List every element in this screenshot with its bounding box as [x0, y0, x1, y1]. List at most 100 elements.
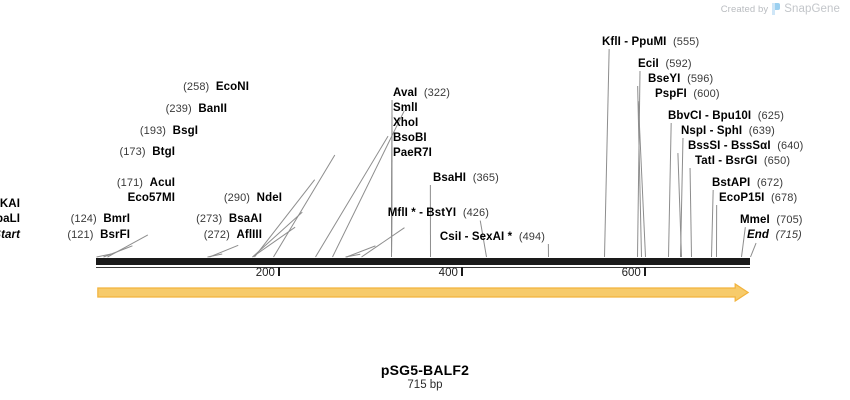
site-leader-line	[103, 245, 133, 258]
sequence-ruler-bar	[96, 258, 750, 265]
enzyme-site-label[interactable]: PspFI (600)	[655, 88, 720, 101]
enzyme-name: BsgI	[172, 125, 198, 137]
enzyme-position: (625)	[757, 110, 784, 122]
enzyme-site-label[interactable]: MmeI (705)	[740, 214, 803, 227]
enzyme-site-label[interactable]: CsiI - SexAI * (494)	[440, 231, 545, 244]
enzyme-name: Start	[0, 229, 20, 241]
enzyme-site-label[interactable]: TatI - BsrGI (650)	[695, 155, 790, 168]
enzyme-site-label[interactable]: BsaHI (365)	[433, 172, 499, 185]
enzyme-name: AcuI	[149, 177, 175, 189]
enzyme-site-label[interactable]: BsoBI	[393, 132, 427, 145]
enzyme-position: (171)	[116, 177, 144, 189]
enzyme-name: SmlI	[393, 102, 418, 114]
ruler-tick	[460, 267, 463, 276]
enzyme-name: XhoI	[393, 117, 419, 129]
orf-arrow[interactable]	[0, 278, 850, 308]
enzyme-position: (290)	[223, 192, 251, 204]
enzyme-site-label[interactable]: (239) BanII	[166, 103, 227, 116]
enzyme-name: BbvCI - Bpu10I	[668, 110, 752, 122]
site-leader-line	[689, 168, 692, 258]
ruler-tick-label: 200	[255, 267, 275, 279]
enzyme-site-label[interactable]: (173) BtgI	[119, 146, 175, 159]
enzyme-position: (173)	[119, 146, 146, 158]
enzyme-name: BstAPI	[712, 177, 751, 189]
enzyme-name: Eco57MI	[127, 192, 175, 204]
enzyme-site-label[interactable]: (258) EcoNI	[183, 81, 249, 94]
enzyme-name: BtgI	[152, 146, 175, 158]
enzyme-position: (555)	[673, 36, 700, 48]
site-leader-line	[750, 242, 757, 258]
enzyme-site-label[interactable]: MflI * - BstYI (426)	[388, 207, 489, 220]
enzyme-site-label[interactable]: (12) BsiHKAI	[0, 198, 20, 211]
enzyme-name: CsiI - SexAI *	[439, 231, 513, 243]
enzyme-site-label[interactable]: EciI (592)	[638, 58, 692, 71]
enzyme-name: EcoNI	[215, 81, 249, 93]
enzyme-name: BsaAI	[228, 213, 262, 225]
enzyme-position: (365)	[472, 172, 499, 184]
snapgene-flag-icon	[772, 3, 781, 15]
site-leader-line	[314, 135, 389, 258]
enzyme-position: (273)	[196, 213, 223, 225]
ruler-tick	[277, 267, 280, 276]
enzyme-name: BsrFI	[100, 229, 130, 241]
enzyme-site-label[interactable]: AvaI (322)	[393, 87, 450, 100]
enzyme-position: (121)	[67, 229, 94, 241]
enzyme-position: (640)	[777, 140, 804, 152]
enzyme-position: (239)	[165, 103, 192, 115]
enzyme-name: NspI - SphI	[681, 125, 743, 137]
enzyme-site-label[interactable]: (0) Start	[0, 229, 20, 242]
enzyme-position: (193)	[139, 125, 167, 137]
enzyme-position: (322)	[423, 87, 451, 99]
enzyme-site-label[interactable]: NspI - SphI (639)	[681, 125, 775, 138]
site-leader-line	[207, 253, 222, 258]
enzyme-position: (678)	[771, 192, 798, 204]
enzyme-site-label[interactable]: SmlI	[393, 102, 418, 115]
enzyme-site-label[interactable]: KflI - PpuMI (555)	[602, 36, 699, 49]
enzyme-site-label[interactable]: BbvCI - Bpu10I (625)	[668, 110, 784, 123]
enzyme-site-label[interactable]: Eco57MI	[128, 192, 175, 205]
enzyme-name: NdeI	[256, 192, 282, 204]
enzyme-site-label[interactable]: XhoI	[393, 117, 418, 130]
enzyme-site-label[interactable]: (8) ApaLI	[0, 213, 20, 226]
enzyme-site-label[interactable]: BstAPI (672)	[712, 177, 783, 190]
enzyme-position: (600)	[693, 88, 720, 100]
enzyme-site-label[interactable]: (273) BsaAI	[196, 213, 262, 226]
enzyme-position: (494)	[518, 231, 545, 243]
enzyme-name: BanII	[198, 103, 227, 115]
enzyme-site-label[interactable]: End (715)	[747, 229, 802, 242]
enzyme-name: BsoBI	[393, 132, 427, 144]
enzyme-site-label[interactable]: (193) BsgI	[140, 125, 198, 138]
enzyme-name: EciI	[638, 58, 659, 70]
enzyme-site-label[interactable]: PaeR7I	[393, 147, 432, 160]
enzyme-site-label[interactable]: (124) BmrI	[71, 213, 130, 226]
enzyme-position: (426)	[462, 207, 489, 219]
enzyme-name: MflI * - BstYI	[387, 207, 457, 219]
enzyme-name: BmrI	[103, 213, 130, 225]
enzyme-site-label[interactable]: (121) BsrFI	[67, 229, 130, 242]
enzyme-position: (258)	[183, 81, 210, 93]
site-leader-line	[603, 49, 610, 258]
site-leader-line	[740, 227, 746, 258]
enzyme-name: BssSI - BssSαI	[688, 140, 771, 152]
enzyme-site-label[interactable]: BseYI (596)	[648, 73, 713, 86]
enzyme-name: ApaLI	[0, 213, 20, 225]
plasmid-size: 715 bp	[407, 379, 443, 391]
orf-arrow-shape[interactable]	[97, 282, 750, 303]
enzyme-name: AflIII	[236, 229, 262, 241]
enzyme-site-label[interactable]: EcoP15I (678)	[719, 192, 797, 205]
enzyme-name: BseYI	[648, 73, 681, 85]
enzyme-site-label[interactable]: (171) AcuI	[117, 177, 175, 190]
sequence-ruler-hairline	[96, 267, 750, 268]
enzyme-name: End	[747, 229, 770, 241]
enzyme-site-label[interactable]: (272) AflIII	[204, 229, 262, 242]
enzyme-site-label[interactable]: (290) NdeI	[224, 192, 282, 205]
enzyme-position: (124)	[70, 213, 97, 225]
enzyme-position: (592)	[665, 58, 692, 70]
enzyme-site-label[interactable]: BssSI - BssSαI (640)	[688, 140, 803, 153]
enzyme-name: AvaI	[393, 87, 418, 99]
enzyme-name: PspFI	[655, 88, 687, 100]
ruler-tick-label: 600	[621, 267, 641, 279]
site-leader-line	[429, 184, 431, 258]
ruler-tick-label: 400	[438, 267, 458, 279]
